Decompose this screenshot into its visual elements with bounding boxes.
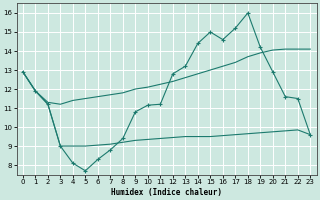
X-axis label: Humidex (Indice chaleur): Humidex (Indice chaleur)	[111, 188, 222, 197]
